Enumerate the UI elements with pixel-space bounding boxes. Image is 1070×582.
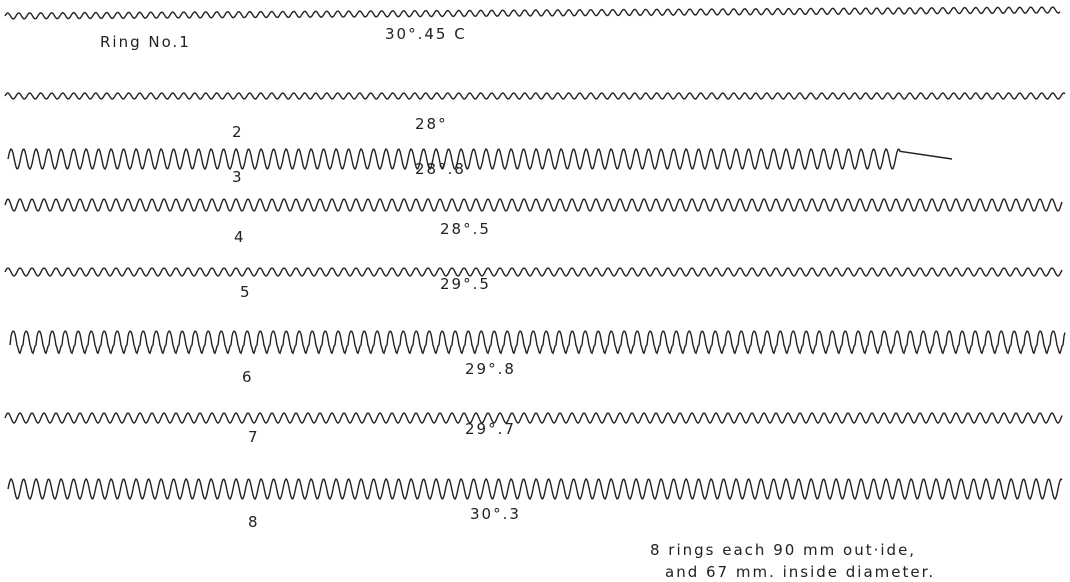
ring-label: Ring No.1 — [100, 33, 191, 51]
ring-label: 8 — [248, 513, 260, 531]
ring-temperature: 28° — [415, 115, 448, 133]
trace — [4, 412, 1063, 424]
ring-temperature: 28°.8 — [415, 160, 466, 178]
trace — [4, 198, 1063, 212]
ring-temperature: 29°.8 — [465, 360, 516, 378]
ring-temperature: 28°.5 — [440, 220, 491, 238]
trace — [4, 92, 1066, 100]
trace — [7, 147, 953, 171]
ring-label: 5 — [240, 283, 252, 301]
trace — [7, 477, 1063, 501]
ring-label: 7 — [248, 428, 260, 446]
ring-label: 3 — [232, 168, 244, 186]
ring-label: 6 — [242, 368, 254, 386]
ring-temperature: 29°.5 — [440, 275, 491, 293]
trace — [4, 267, 1063, 277]
note-line: and 67 mm. inside diameter. — [665, 563, 935, 581]
note-line: 8 rings each 90 mm out·ide, — [650, 541, 916, 559]
ring-temperature: 30°.45 C — [385, 25, 467, 43]
trace — [4, 6, 1061, 20]
ring-temperature: 29°.7 — [465, 420, 516, 438]
ring-label: 2 — [232, 123, 244, 141]
trace — [9, 330, 1066, 355]
ring-label: 4 — [234, 228, 246, 246]
ring-temperature: 30°.3 — [470, 505, 521, 523]
